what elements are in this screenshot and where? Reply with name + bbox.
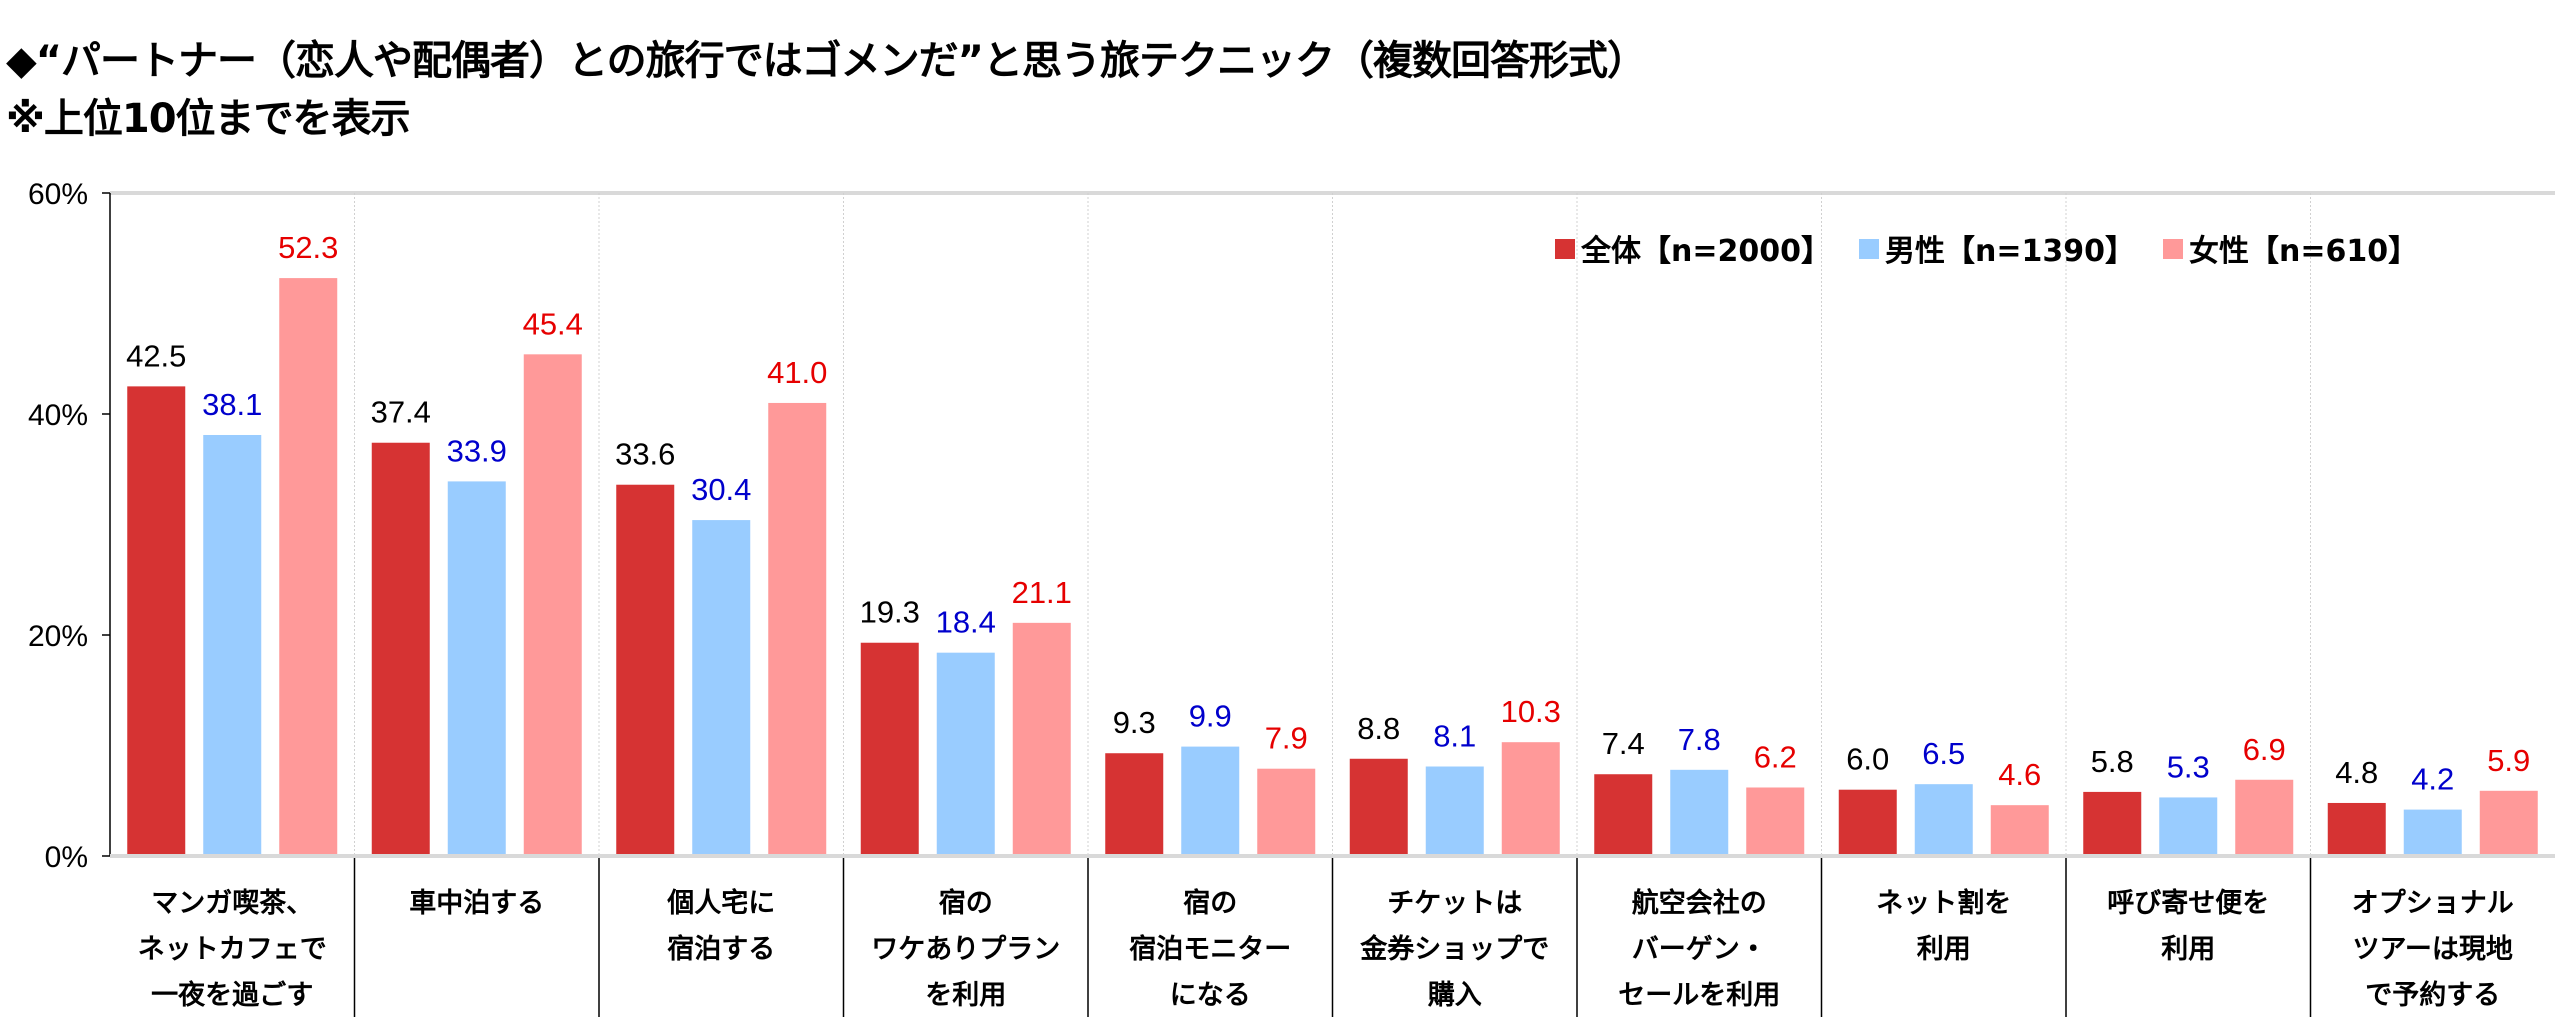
data-label: 38.1 xyxy=(202,387,262,422)
bar xyxy=(1105,753,1164,856)
data-label: 33.6 xyxy=(615,437,675,472)
category-label: 呼び寄せ便を xyxy=(2107,887,2269,919)
bar xyxy=(1594,774,1653,856)
category-label: ネットカフェで xyxy=(138,934,327,965)
data-label: 19.3 xyxy=(860,595,920,630)
data-label: 4.8 xyxy=(2335,755,2378,790)
category-label: 宿の xyxy=(939,887,993,919)
category-label: 宿の xyxy=(1183,887,1237,919)
category-label: ツアーは現地 xyxy=(2353,934,2513,965)
category-label: チケットは xyxy=(1387,888,1522,919)
data-label: 6.5 xyxy=(1922,736,1965,771)
bar xyxy=(1012,622,1071,856)
bar xyxy=(2235,779,2294,856)
category-label: 購入 xyxy=(1428,980,1482,1011)
data-label: 41.0 xyxy=(767,355,827,390)
y-tick-label: 0% xyxy=(45,841,88,874)
category-label: になる xyxy=(1170,980,1251,1011)
category-label: 利用 xyxy=(1917,934,1971,965)
data-label: 5.3 xyxy=(2167,749,2210,784)
category-label: 利用 xyxy=(2161,934,2215,965)
data-label: 4.6 xyxy=(1998,757,2041,792)
bar xyxy=(1257,768,1316,856)
data-label: 8.1 xyxy=(1433,718,1476,753)
bar xyxy=(2159,797,2218,856)
bar xyxy=(1501,742,1560,856)
y-tick-label: 20% xyxy=(28,620,88,653)
chart-subtitle: ※上位10位までを表示 xyxy=(6,96,411,142)
legend-swatch xyxy=(1555,239,1575,259)
bar xyxy=(1181,746,1240,856)
bar xyxy=(1914,784,1973,856)
data-label: 52.3 xyxy=(278,230,338,265)
data-label: 21.1 xyxy=(1012,575,1072,610)
category-label: オプショナル xyxy=(2352,888,2514,919)
bar xyxy=(447,481,506,856)
data-label: 18.4 xyxy=(936,605,996,640)
bar xyxy=(203,434,262,856)
data-label: 30.4 xyxy=(691,472,751,507)
category-label: バーゲン・ xyxy=(1632,934,1767,965)
data-label: 6.2 xyxy=(1754,739,1797,774)
category-label: 個人宅に xyxy=(666,887,775,919)
data-label: 5.9 xyxy=(2487,743,2530,778)
category-label: セールを利用 xyxy=(1618,980,1780,1011)
bar xyxy=(1349,758,1408,856)
bar xyxy=(371,442,430,856)
data-label: 42.5 xyxy=(126,338,186,373)
data-label: 33.9 xyxy=(447,433,507,468)
bar xyxy=(523,354,582,856)
data-label: 45.4 xyxy=(523,306,583,341)
y-tick-label: 60% xyxy=(28,178,88,211)
data-label: 7.8 xyxy=(1678,722,1721,757)
category-label: を利用 xyxy=(925,980,1006,1011)
data-label: 9.3 xyxy=(1113,705,1156,740)
legend-label: 女性【n=610】 xyxy=(2189,234,2418,269)
bar xyxy=(936,652,995,856)
data-label: 6.0 xyxy=(1846,742,1889,777)
data-label: 37.4 xyxy=(371,395,431,430)
data-label: 4.2 xyxy=(2411,762,2454,797)
data-label: 6.9 xyxy=(2243,732,2286,767)
data-label: 8.8 xyxy=(1357,711,1400,746)
category-label: ワケありプラン xyxy=(871,934,1060,965)
data-label: 10.3 xyxy=(1501,694,1561,729)
category-label: 一夜を過ごす xyxy=(151,979,313,1011)
category-label: マンガ喫茶、 xyxy=(151,888,313,919)
category-label: 金券ショップで xyxy=(1359,933,1549,965)
bar xyxy=(1425,766,1484,856)
category-label: ネット割を xyxy=(1876,887,2011,919)
bar xyxy=(1670,769,1729,856)
data-label: 5.8 xyxy=(2091,744,2134,779)
data-label: 9.9 xyxy=(1189,699,1232,734)
bar xyxy=(127,386,186,856)
data-label: 7.4 xyxy=(1602,726,1645,761)
bar xyxy=(1746,787,1805,856)
category-label: 宿泊モニター xyxy=(1129,933,1291,965)
bar xyxy=(616,484,675,856)
bar xyxy=(692,520,751,856)
legend-label: 全体【n=2000】 xyxy=(1580,234,1831,269)
bar xyxy=(2479,790,2538,856)
bar xyxy=(1838,789,1897,856)
legend-label: 男性【n=1390】 xyxy=(1885,234,2135,269)
y-tick-label: 40% xyxy=(28,399,88,432)
data-label: 7.9 xyxy=(1265,721,1308,756)
category-label: で予約する xyxy=(2365,979,2500,1011)
bar xyxy=(2403,809,2462,856)
category-label: 車中泊する xyxy=(409,888,544,919)
bar xyxy=(279,278,338,857)
legend-swatch xyxy=(1859,239,1879,259)
legend-swatch xyxy=(2163,239,2183,259)
category-label: 航空会社の xyxy=(1632,887,1767,919)
category-label: 宿泊する xyxy=(667,933,775,965)
bar xyxy=(1990,805,2049,856)
bar xyxy=(2327,802,2386,856)
bar xyxy=(768,402,827,856)
bar xyxy=(860,642,919,856)
chart-title: ◆“パートナー（恋人や配偶者）との旅行ではゴメンだ”と思う旅テクニック（複数回答… xyxy=(6,38,1647,84)
bar xyxy=(2083,791,2142,856)
